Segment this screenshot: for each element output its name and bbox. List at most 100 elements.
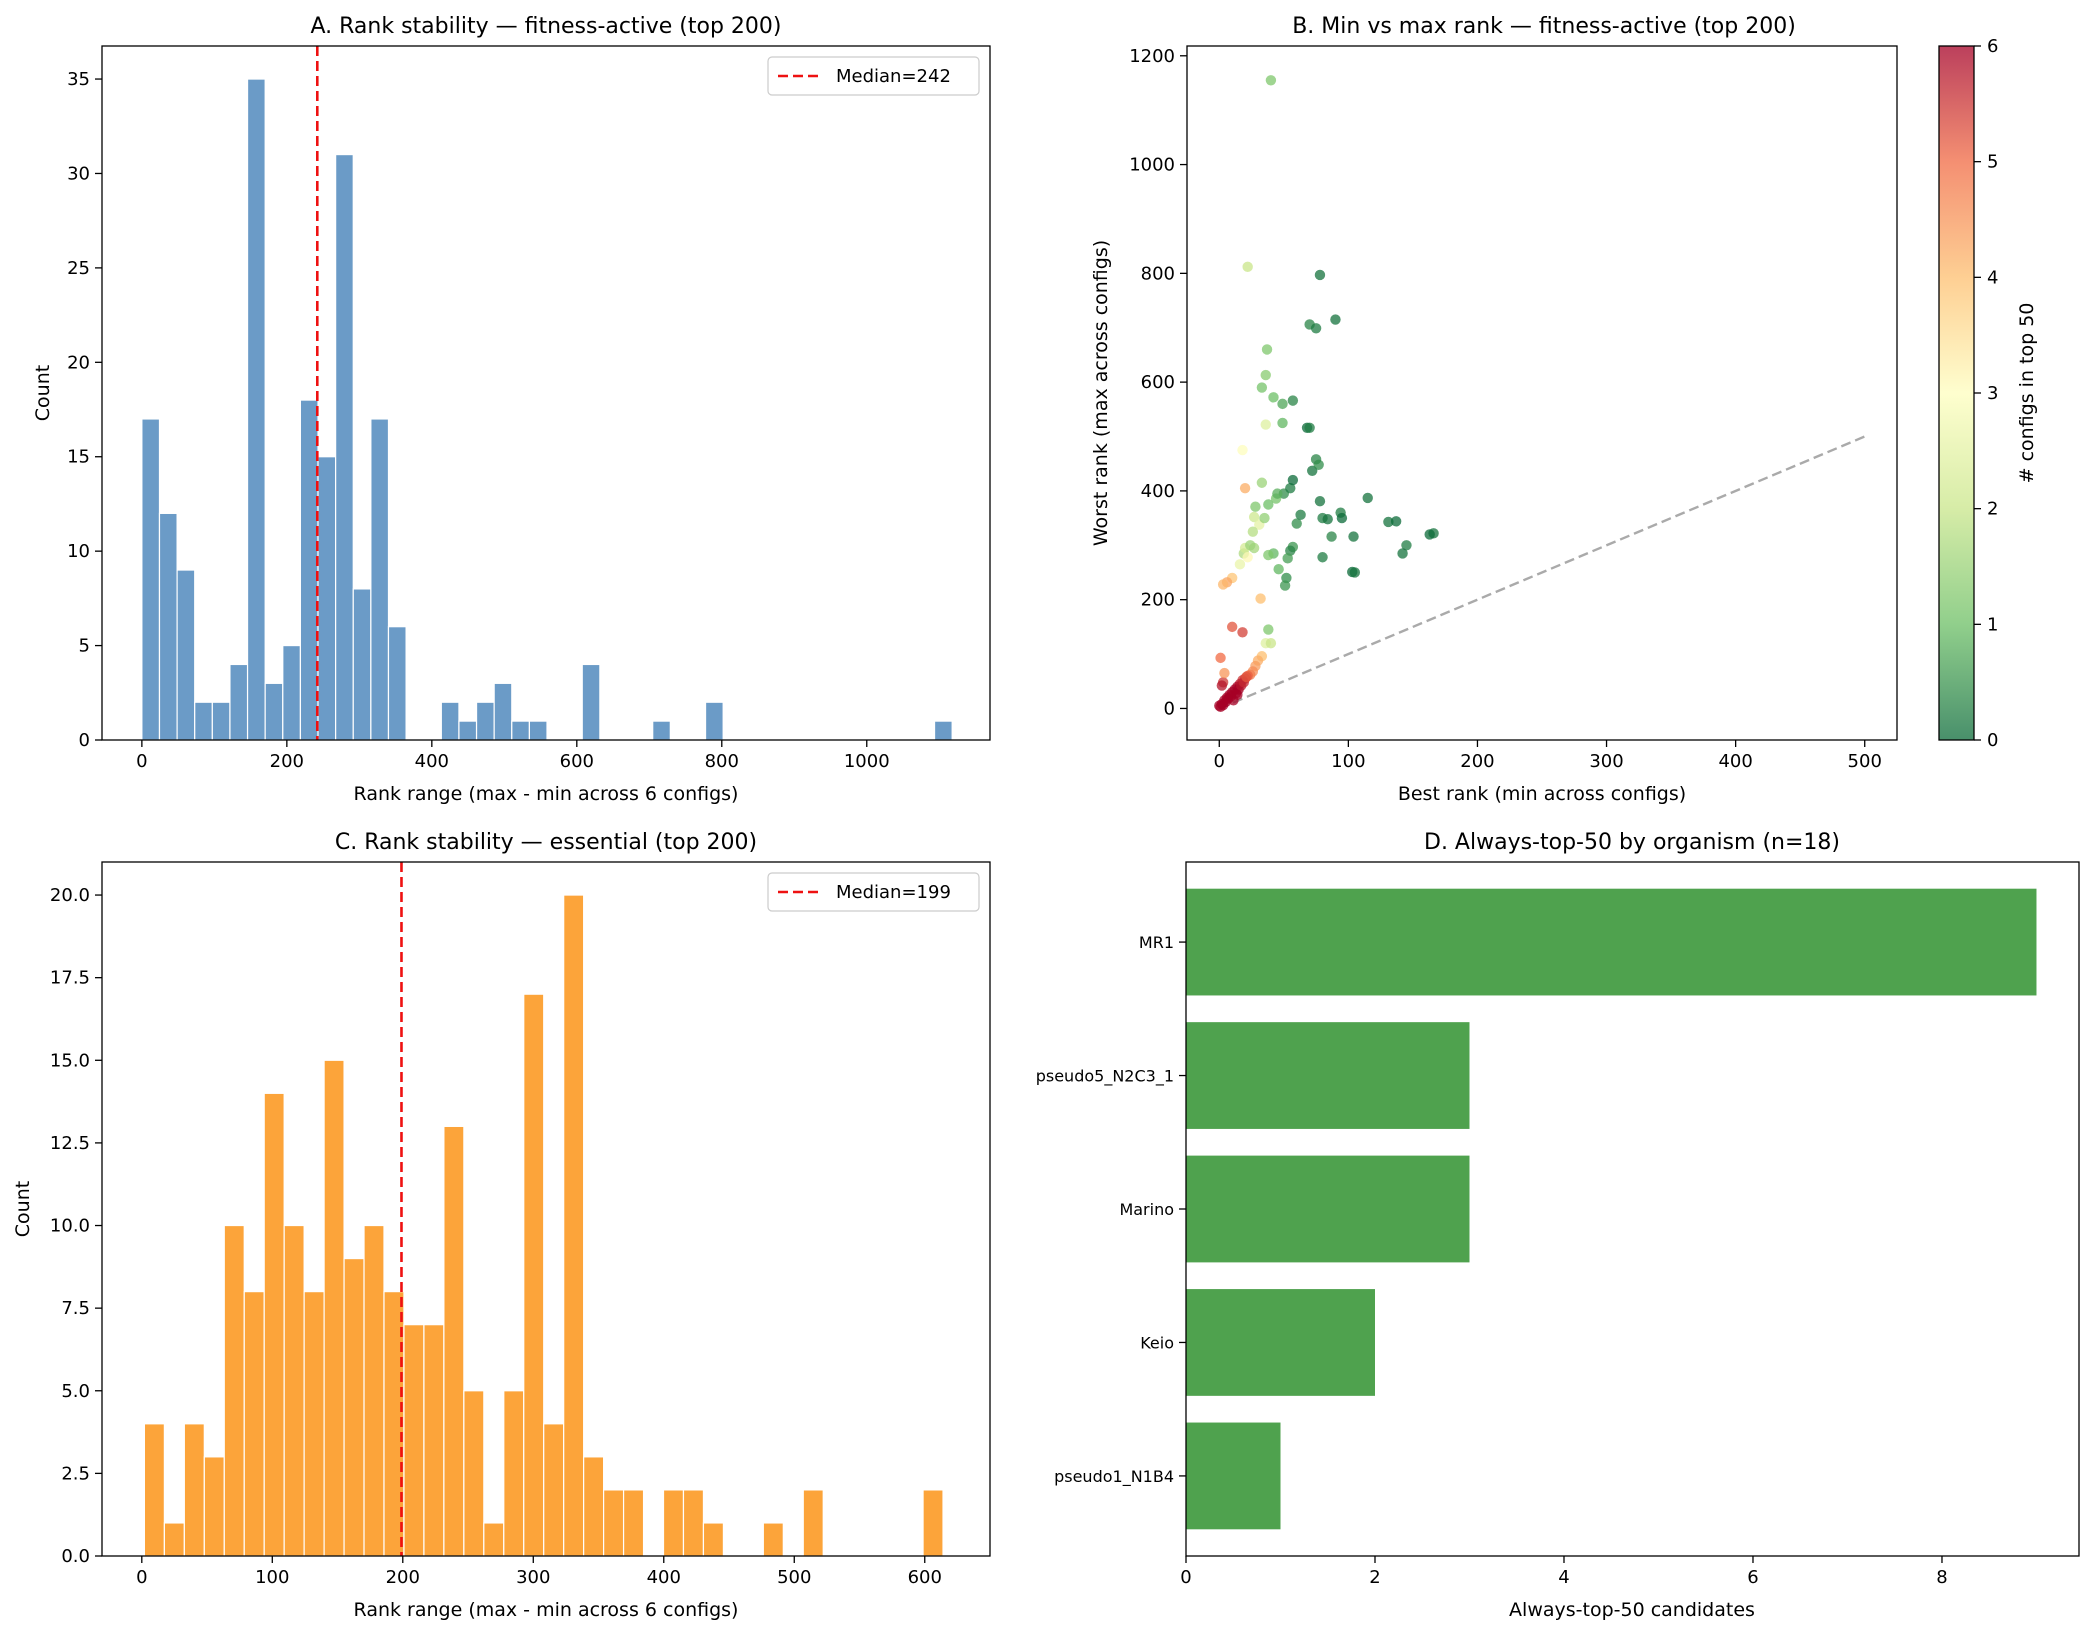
histogram-bar	[183, 1423, 205, 1557]
panel-c-x-tick-label: 200	[386, 1567, 420, 1588]
panel-a-y-tick-label: 30	[67, 163, 90, 184]
panel-d-title: D. Always-top-50 by organism (n=18)	[1424, 830, 1840, 855]
panel-b-y-tick-label: 800	[1141, 263, 1175, 284]
organism-label: Marino	[1119, 1200, 1174, 1219]
scatter-point	[1304, 422, 1315, 434]
panel-c-legend: Median=199	[767, 872, 980, 912]
histogram-bar	[343, 1257, 365, 1557]
scatter-point	[1336, 512, 1348, 524]
scatter-point	[1250, 501, 1261, 512]
panel-b-y-tick-label: 600	[1141, 372, 1175, 393]
histogram-bar	[141, 418, 161, 741]
scatter-point	[1214, 700, 1225, 711]
scatter-point	[1247, 526, 1259, 537]
panel-c-x-tick-label: 400	[647, 1567, 681, 1588]
panel-a-x-tick-label: 200	[270, 751, 304, 772]
histogram-bar	[702, 1522, 725, 1557]
panel-c-x-tick-label: 600	[908, 1567, 942, 1588]
scatter-point	[1268, 392, 1279, 403]
scatter-point	[1215, 652, 1226, 664]
histogram-bar	[263, 1092, 285, 1557]
histogram-bar	[203, 1456, 225, 1557]
panel-c-y-tick-label: 2.5	[61, 1463, 90, 1484]
histogram-bar	[264, 682, 284, 741]
scatter-point	[1242, 552, 1253, 563]
scatter-point	[1279, 580, 1291, 591]
panel-a-x-tick-label: 400	[415, 751, 449, 772]
histogram-bar	[583, 1456, 605, 1557]
panel-a-y-tick-label: 10	[67, 541, 90, 562]
scatter-point	[1317, 552, 1328, 563]
panel-a-x-tick-label: 0	[136, 751, 147, 772]
scatter-point	[1217, 579, 1229, 590]
panel-b-x-tick-label: 500	[1848, 751, 1882, 772]
histogram-bar	[443, 1125, 465, 1557]
histogram-bar	[440, 701, 460, 741]
organism-bar	[1186, 1155, 1470, 1263]
scatter-point	[1348, 531, 1359, 542]
colorbar-tick-label: 5	[1987, 152, 1998, 173]
panel-d-x-label: Always-top-50 candidates	[1509, 1599, 1755, 1621]
panel-c-axes-frame	[101, 861, 991, 1557]
organism-label: pseudo5_N2C3_1	[1036, 1067, 1174, 1087]
histogram-bar	[704, 701, 724, 741]
histogram-bar	[246, 78, 266, 741]
scatter-point	[1314, 269, 1326, 281]
panel-c-x-tick-label: 100	[255, 1567, 289, 1588]
histogram-bar	[762, 1522, 784, 1557]
scatter-point	[1285, 482, 1296, 494]
histogram-bar	[682, 1489, 705, 1557]
panel-c-y-tick-label: 15.0	[50, 1050, 90, 1071]
histogram-bar	[229, 663, 249, 741]
histogram-bar	[299, 399, 319, 741]
panel-b-y-tick-label: 200	[1141, 590, 1175, 611]
scatter-point	[1256, 382, 1268, 393]
histogram-bar	[403, 1324, 425, 1557]
histogram-bar	[283, 1224, 305, 1557]
histogram-bar	[463, 1390, 485, 1557]
panel-a-y-label: Count	[32, 365, 54, 421]
histogram-bar	[323, 1059, 345, 1557]
histogram-bar	[352, 588, 372, 741]
panel-b-y-tick-label: 1200	[1129, 46, 1175, 67]
panel-a-legend-label: Median=242	[836, 66, 951, 87]
panel-a-y-tick-label: 35	[67, 69, 90, 90]
histogram-bar	[458, 720, 478, 741]
scatter-point	[1260, 369, 1271, 381]
histogram-bar	[387, 626, 407, 741]
scatter-point	[1277, 417, 1288, 429]
scatter-point	[1260, 419, 1271, 430]
colorbar	[1938, 45, 1975, 741]
histogram-bar	[370, 418, 390, 741]
histogram-bar	[581, 663, 601, 741]
histogram-bar	[282, 644, 302, 741]
scatter-point	[1216, 680, 1228, 691]
panel-c-y-tick-label: 12.5	[50, 1133, 90, 1154]
scatter-point	[1383, 516, 1394, 528]
scatter-point	[1259, 512, 1270, 524]
histogram-bar	[503, 1390, 525, 1557]
scatter-point	[1263, 549, 1274, 561]
organism-label: Keio	[1140, 1333, 1174, 1352]
histogram-bar	[483, 1522, 505, 1557]
scatter-point	[1310, 323, 1322, 334]
scatter-point	[1226, 621, 1238, 633]
scatter-point	[1401, 540, 1412, 551]
panel-c-y-tick-label: 20.0	[50, 885, 90, 906]
scatter-point	[1248, 511, 1260, 523]
organism-bar	[1186, 888, 2037, 996]
panel-c-x-label: Rank range (max - min across 6 configs)	[354, 1599, 739, 1621]
scatter-point	[1287, 395, 1299, 406]
scatter-point	[1322, 513, 1333, 525]
panel-b-y-tick-label: 1000	[1129, 155, 1175, 176]
colorbar-tick-label: 2	[1987, 499, 1998, 520]
panel-b-x-tick-label: 400	[1718, 751, 1752, 772]
panel-a-y-tick-label: 25	[67, 258, 90, 279]
panel-a-y-tick-label: 5	[79, 636, 90, 657]
panel-d-y-ticks: MR1 pseudo5_N2C3_1 Marino Keio pseudo1_N1B4	[1036, 933, 1186, 1487]
organism-bar	[1186, 1289, 1375, 1396]
panel-b-y-tick-label: 0	[1164, 698, 1175, 719]
panel-c-y-tick-label: 17.5	[50, 968, 90, 989]
colorbar-ticks: 0 1 2 3 4 5 6	[1974, 36, 1998, 751]
scatter-point	[1349, 567, 1361, 578]
